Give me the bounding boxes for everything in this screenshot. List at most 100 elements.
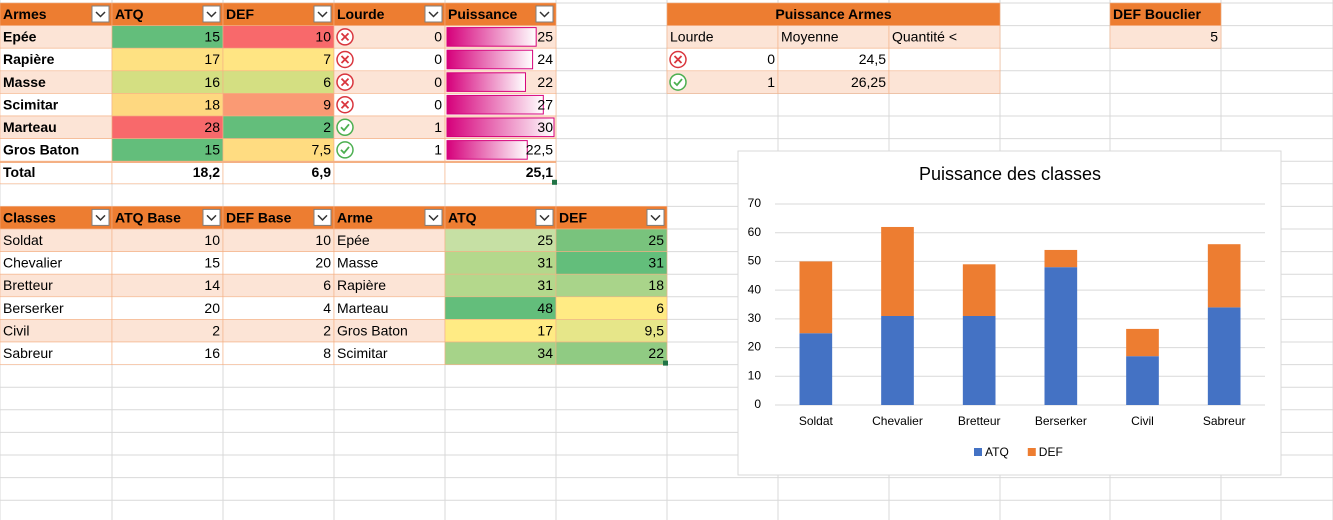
y-tick-label: 20 xyxy=(748,340,762,354)
weapon-power: 25 xyxy=(537,29,553,45)
header-text: ATQ xyxy=(448,209,477,225)
header-text: Lourde xyxy=(337,6,385,22)
weapon-name: Masse xyxy=(3,74,46,90)
weapon-name: Scimitar xyxy=(3,96,59,112)
weapon-def: 9 xyxy=(323,96,331,112)
y-tick-label: 30 xyxy=(748,311,762,325)
bar-segment xyxy=(1044,267,1078,405)
icon-check-mark xyxy=(673,78,683,87)
pivot-header: Quantité < xyxy=(892,29,957,45)
class-cell-text: 25 xyxy=(648,232,664,248)
y-tick-label: 50 xyxy=(748,254,762,268)
x-tick-label: Sabreur xyxy=(1203,414,1246,428)
weapon-heavy: 0 xyxy=(434,29,442,45)
class-cell-text: Berserker xyxy=(3,300,64,316)
class-cell-text: Chevalier xyxy=(3,255,62,271)
pivot-title: Puissance Armes xyxy=(775,6,891,22)
data-bar xyxy=(446,117,555,138)
cell xyxy=(222,341,335,365)
header-text: ATQ Base xyxy=(115,209,181,225)
weapon-def: 7,5 xyxy=(312,142,332,158)
filter-button xyxy=(424,5,443,23)
bar-segment xyxy=(881,226,914,316)
y-tick-label: 10 xyxy=(748,368,762,382)
legend-label: ATQ xyxy=(985,445,1009,459)
filter-button xyxy=(91,5,110,23)
x-tick-label: Soldat xyxy=(799,414,834,428)
filter-button xyxy=(424,208,443,226)
header-text: Classes xyxy=(3,209,56,225)
filter-button xyxy=(313,5,332,23)
filter-button xyxy=(313,208,332,226)
weapon-heavy: 0 xyxy=(434,96,442,112)
class-cell-text: Marteau xyxy=(337,300,388,316)
cell xyxy=(222,47,335,72)
pivot-mean: 24,5 xyxy=(859,51,886,67)
total-atq: 18,2 xyxy=(193,164,220,180)
class-cell-text: Soldat xyxy=(3,232,43,248)
filter-button xyxy=(646,208,665,226)
bar-segment xyxy=(799,333,833,405)
data-bar xyxy=(446,27,537,47)
icon-check xyxy=(669,73,687,91)
class-cell-text: 10 xyxy=(315,232,331,248)
weapon-name: Epée xyxy=(3,29,37,45)
class-cell-text: 10 xyxy=(204,232,220,248)
class-cell-text: 31 xyxy=(537,255,553,271)
x-tick-label: Chevalier xyxy=(872,414,923,428)
icon-cross-mark xyxy=(340,32,350,42)
fill-handle xyxy=(552,179,557,185)
class-cell-text: 20 xyxy=(204,300,220,316)
header-text: DEF Base xyxy=(226,209,292,225)
filter-button xyxy=(535,5,554,23)
bar-segment xyxy=(962,264,996,316)
legend-label: DEF xyxy=(1039,445,1063,459)
class-cell-text: 6 xyxy=(656,300,664,316)
header-text: DEF xyxy=(226,6,254,22)
weapon-name: Gros Baton xyxy=(3,142,79,158)
y-tick-label: 60 xyxy=(748,225,762,239)
legend-swatch xyxy=(974,448,982,456)
icon-check-mark xyxy=(340,123,350,132)
filter-arrow xyxy=(428,214,439,221)
icon-check-mark xyxy=(340,146,350,155)
data-bar xyxy=(446,72,526,92)
filter-button xyxy=(535,208,554,226)
total-label: Total xyxy=(3,164,35,180)
class-cell-text: Gros Baton xyxy=(337,322,408,338)
weapon-atq: 15 xyxy=(204,29,220,45)
filter-arrow xyxy=(206,11,217,18)
class-cell-text: 9,5 xyxy=(645,322,665,338)
class-cell-text: 8 xyxy=(323,345,331,361)
weapon-heavy: 1 xyxy=(434,119,442,135)
class-cell-text: Epée xyxy=(337,232,370,248)
icon-cross-mark xyxy=(340,55,350,64)
class-cell-text: 2 xyxy=(212,322,220,338)
data-bar xyxy=(446,140,528,160)
cell xyxy=(222,319,335,343)
header-text: ATQ xyxy=(115,6,144,22)
pivot-cell xyxy=(888,47,1001,72)
weapon-atq: 18 xyxy=(204,96,220,112)
class-cell-text: 17 xyxy=(537,322,553,338)
filter-button xyxy=(202,208,221,226)
icon-cross-mark xyxy=(340,77,350,87)
weapon-heavy: 0 xyxy=(434,51,442,67)
class-cell-text: 22 xyxy=(648,345,664,361)
icon-check xyxy=(336,118,354,137)
class-cell-text: Rapière xyxy=(337,277,386,293)
class-cell-text: 31 xyxy=(648,255,664,271)
class-cell-text: 20 xyxy=(315,255,331,271)
x-tick-label: Bretteur xyxy=(958,414,1001,428)
class-cell-text: Masse xyxy=(337,255,378,271)
class-cell-text: 2 xyxy=(323,322,331,338)
shield-cell xyxy=(1109,25,1222,49)
legend-swatch xyxy=(1027,448,1036,456)
header-text: Puissance xyxy=(448,6,517,22)
weapon-name: Marteau xyxy=(3,119,57,135)
class-cell-text: 48 xyxy=(537,300,553,316)
total-power: 25,1 xyxy=(526,164,553,180)
cell xyxy=(111,319,224,343)
class-cell-text: 4 xyxy=(323,300,331,316)
